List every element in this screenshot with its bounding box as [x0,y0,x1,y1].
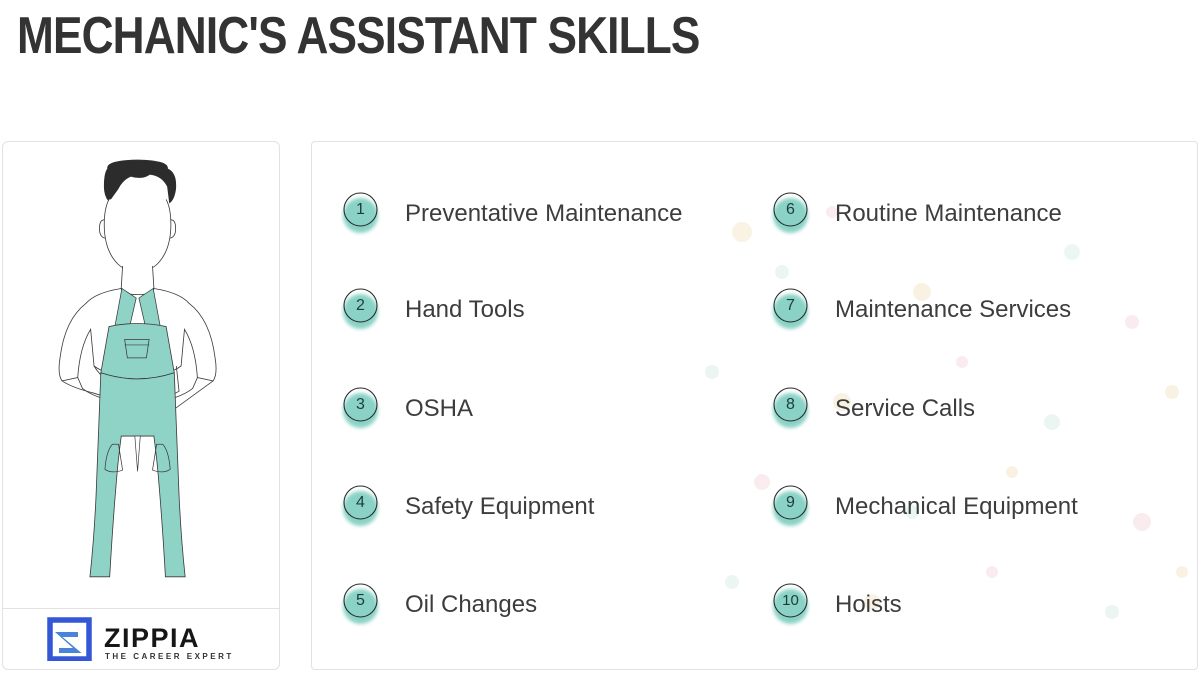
svg-text:THE CAREER EXPERT: THE CAREER EXPERT [105,652,234,661]
svg-text:ZIPPIA: ZIPPIA [104,623,200,653]
